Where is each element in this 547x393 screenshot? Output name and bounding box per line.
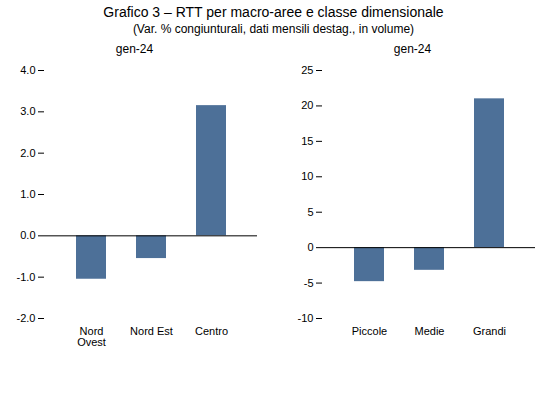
svg-text:-5: -5 xyxy=(304,277,314,289)
svg-text:NordOvest: NordOvest xyxy=(77,325,106,348)
svg-text:Centro: Centro xyxy=(195,325,228,337)
svg-text:Medie: Medie xyxy=(415,325,445,337)
svg-text:5: 5 xyxy=(307,206,313,218)
svg-text:Nord Est: Nord Est xyxy=(130,325,173,337)
svg-text:3.0: 3.0 xyxy=(20,105,35,117)
svg-text:10: 10 xyxy=(301,170,313,182)
html-text:Grafico 3 – RTT per macro-aree: Grafico 3 – RTT per macro-aree e classe … xyxy=(103,4,444,20)
svg-text:0.0: 0.0 xyxy=(20,229,35,241)
svg-text:1.0: 1.0 xyxy=(20,188,35,200)
svg-text:15: 15 xyxy=(301,135,313,147)
svg-text:Piccole: Piccole xyxy=(352,325,387,337)
html-text:(Var. % congiunturali, dati me: (Var. % congiunturali, dati mensili dest… xyxy=(132,22,415,36)
svg-text:4.0: 4.0 xyxy=(20,64,35,76)
html-text:gen-24: gen-24 xyxy=(115,42,154,56)
svg-text:2.0: 2.0 xyxy=(20,147,35,159)
svg-text:-2.0: -2.0 xyxy=(17,312,36,324)
html-text:gen-24: gen-24 xyxy=(393,42,432,56)
svg-text:Grandi: Grandi xyxy=(473,325,506,337)
svg-text:-10: -10 xyxy=(298,312,314,324)
svg-text:25: 25 xyxy=(301,64,313,76)
svg-text:-1.0: -1.0 xyxy=(17,271,36,283)
svg-text:20: 20 xyxy=(301,99,313,111)
svg-text:0: 0 xyxy=(307,241,313,253)
